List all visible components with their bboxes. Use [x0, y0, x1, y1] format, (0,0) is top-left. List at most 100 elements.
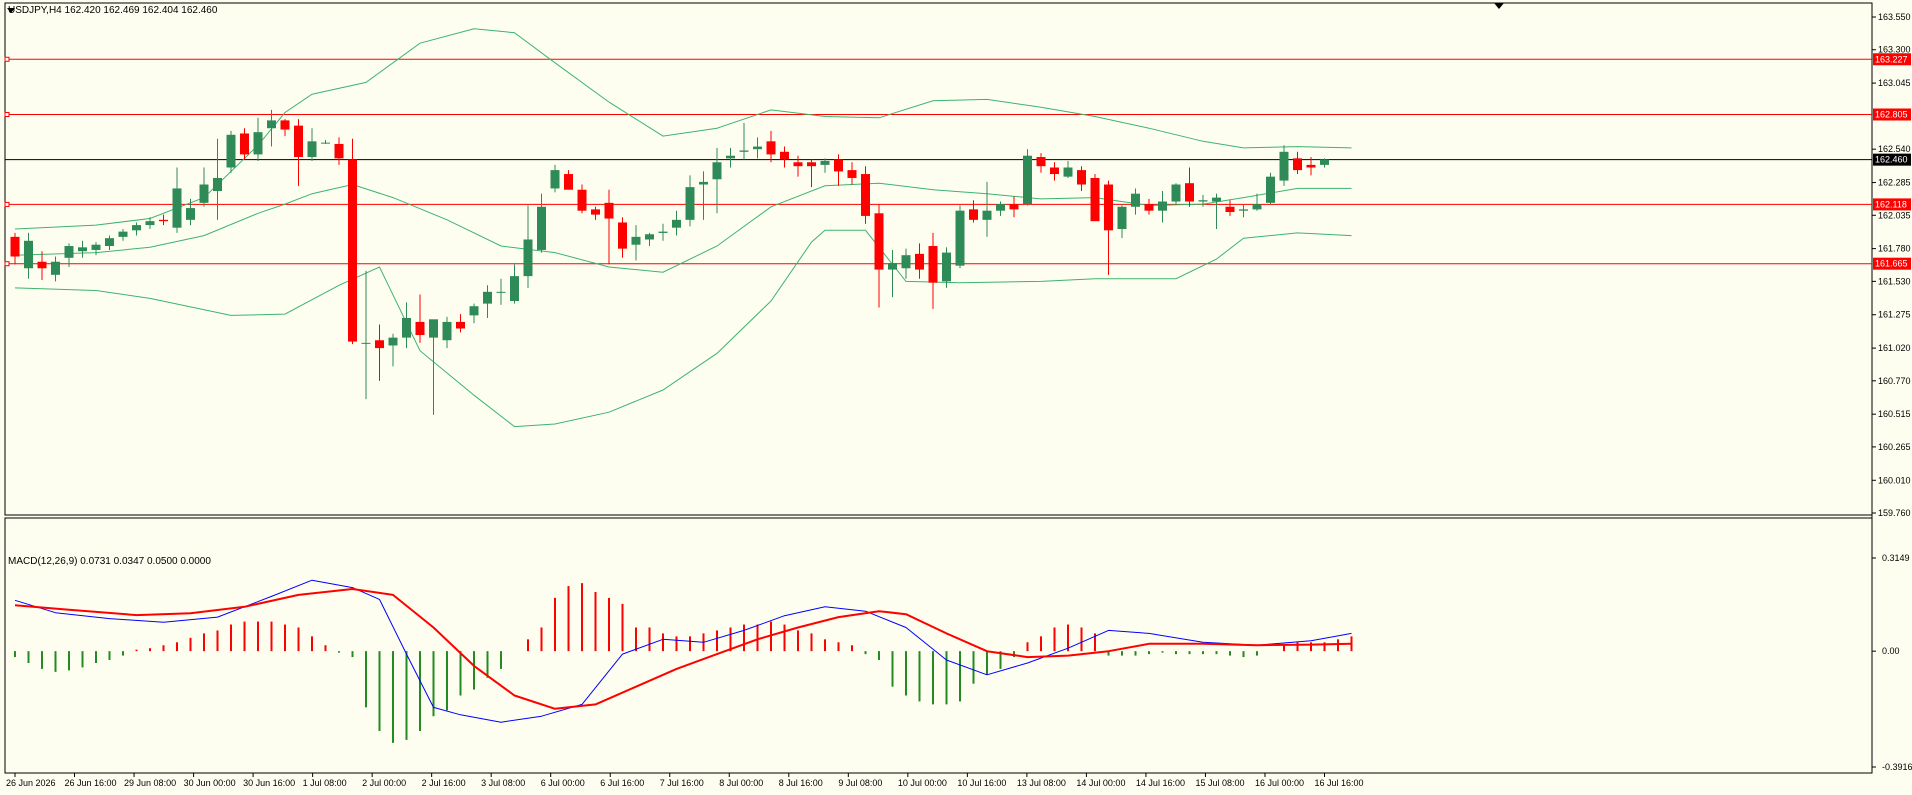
candle: [361, 270, 371, 400]
candle: [199, 167, 209, 207]
candle-body: [901, 255, 911, 269]
candle: [861, 166, 870, 224]
candle: [37, 251, 47, 281]
candle-body: [1239, 209, 1248, 211]
candle-body: [699, 181, 708, 185]
time-axis-label: 2 Jul 16:00: [422, 778, 466, 788]
price-axis-label: 161.275: [1878, 310, 1911, 320]
candle-body: [996, 204, 1005, 211]
candle-body: [928, 246, 938, 283]
candle-body: [294, 125, 303, 158]
candle-body: [1131, 193, 1140, 207]
candle: [1198, 194, 1208, 207]
level-handle-icon: [4, 111, 10, 117]
candle: [780, 146, 789, 168]
level-handle-icon: [4, 56, 10, 62]
candle-body: [1158, 201, 1167, 211]
candle: [267, 109, 276, 147]
candle-body: [780, 151, 789, 160]
candle: [307, 128, 317, 161]
candle-body: [1198, 200, 1208, 202]
candle: [834, 154, 843, 186]
candle-body: [658, 231, 668, 233]
candle-body: [267, 120, 276, 129]
candle-body: [402, 318, 411, 338]
candle: [348, 138, 357, 345]
candle: [1306, 157, 1316, 176]
current-price-tag: [1873, 153, 1911, 166]
candle-body: [537, 206, 546, 250]
candle-body: [1212, 197, 1221, 202]
candle-body: [186, 208, 195, 220]
candle: [982, 181, 992, 237]
candle-body: [591, 209, 600, 215]
candle-body: [1252, 204, 1262, 210]
candle-body: [834, 159, 843, 172]
time-axis-label: 10 Jul 16:00: [957, 778, 1006, 788]
candle: [1279, 145, 1289, 186]
candle: [1077, 166, 1086, 192]
time-axis-label: 30 Jun 00:00: [184, 778, 236, 788]
candle-body: [523, 239, 533, 277]
candle: [712, 147, 722, 214]
candle-body: [24, 240, 33, 269]
candle-body: [375, 340, 384, 349]
candle: [1063, 160, 1073, 178]
level-price-label: 162.805: [1875, 109, 1908, 119]
candle-body: [631, 236, 641, 245]
price-axis-label: 163.300: [1878, 45, 1911, 55]
candle: [1225, 200, 1235, 216]
candle-body: [1306, 164, 1316, 168]
candle-body: [483, 291, 492, 304]
candle-body: [469, 306, 479, 316]
candle-body: [793, 162, 803, 167]
candle: [1212, 193, 1221, 230]
price-axis-label: 162.035: [1878, 210, 1911, 220]
candle-body: [456, 321, 465, 329]
time-axis-label: 6 Jul 16:00: [600, 778, 644, 788]
candle: [739, 123, 749, 160]
candle: [955, 205, 965, 269]
time-axis-label: 14 Jul 00:00: [1076, 778, 1125, 788]
candle-body: [510, 276, 519, 301]
candle: [901, 248, 911, 279]
candle: [1320, 158, 1329, 168]
candle-body: [307, 141, 317, 158]
time-axis-label: 26 Jun 2026: [6, 778, 56, 788]
price-axis-label: 160.265: [1878, 442, 1911, 452]
candle: [186, 198, 195, 226]
candle: [1144, 198, 1154, 215]
candle: [402, 302, 411, 349]
price-axis-label: 160.515: [1878, 409, 1911, 419]
candle: [928, 232, 938, 309]
candle-body: [388, 337, 398, 346]
candle: [915, 243, 924, 279]
candle-body: [1293, 158, 1302, 171]
candle: [807, 159, 816, 188]
candle: [766, 130, 776, 163]
candle-body: [564, 174, 573, 190]
price-axis-label: 162.285: [1878, 178, 1911, 188]
time-axis-label: 8 Jul 16:00: [779, 778, 823, 788]
candle-body: [969, 209, 978, 220]
candle: [240, 128, 249, 160]
candle: [415, 294, 425, 343]
symbol-menu-arrow-icon[interactable]: [7, 8, 15, 13]
candle: [1158, 191, 1167, 223]
chart-shift-marker-icon[interactable]: [1494, 3, 1504, 9]
candle-body: [942, 252, 951, 282]
candle: [1239, 204, 1248, 218]
candle: [51, 256, 60, 282]
candle-body: [645, 234, 654, 240]
candle-body: [348, 159, 357, 342]
candle: [564, 170, 573, 190]
candle-body: [577, 189, 587, 211]
candle-body: [159, 219, 168, 222]
candle-body: [334, 143, 344, 159]
time-axis-label: 30 Jun 16:00: [243, 778, 295, 788]
candle-body: [726, 155, 735, 159]
candle: [226, 130, 236, 173]
candle-body: [712, 162, 722, 180]
candle: [64, 243, 74, 267]
